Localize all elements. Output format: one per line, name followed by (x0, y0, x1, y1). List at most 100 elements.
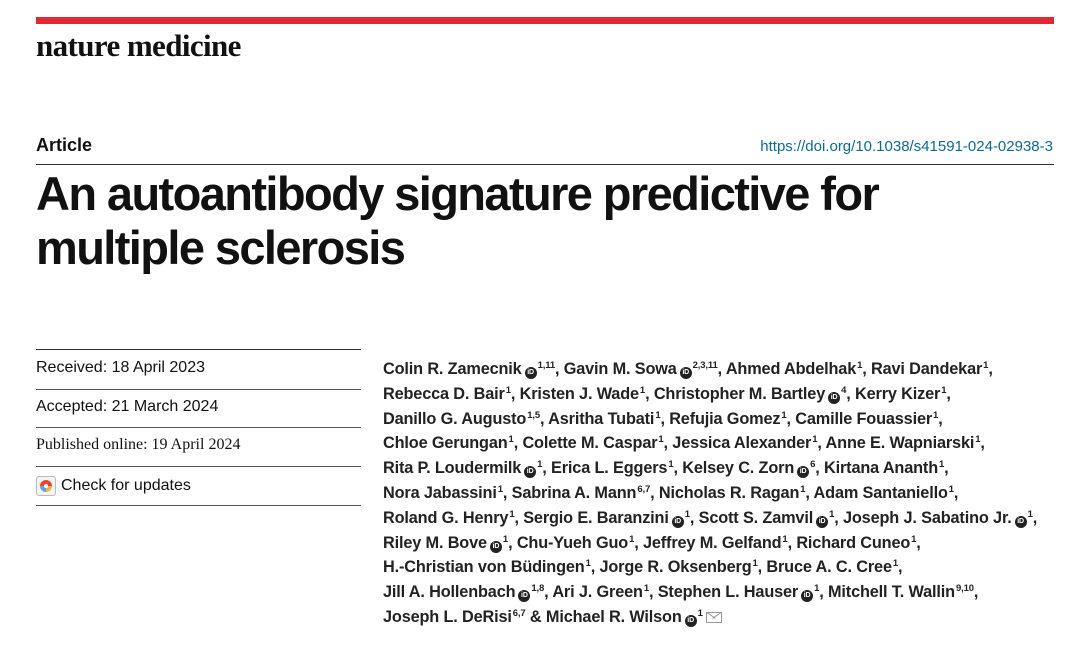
author[interactable]: Asritha Tubati1, (548, 410, 665, 428)
author[interactable]: Danillo G. Augusto1,5, (383, 409, 545, 428)
author-name[interactable]: Kristen J. Wade (519, 384, 639, 403)
author-name[interactable]: Bruce A. C. Cree (766, 558, 892, 577)
author[interactable]: Joseph L. DeRisi6,7 & (383, 608, 542, 626)
author-name[interactable]: Riley M. Bove (383, 533, 487, 552)
author-name[interactable]: Jeffrey M. Gelfand (642, 533, 782, 552)
author-name[interactable]: Chu-Yueh Guo (516, 533, 629, 552)
author-name[interactable]: Sabrina A. Mann (511, 483, 637, 502)
affiliation-superscript: 1 (585, 558, 591, 570)
affiliation-superscript: 1 (975, 434, 981, 446)
orcid-icon[interactable]: iD (684, 614, 697, 627)
author[interactable]: Ravi Dandekar1, (871, 360, 993, 378)
author-name[interactable]: Richard Cuneo (796, 533, 911, 552)
author[interactable]: Stephen L. Hauser iD1, (657, 583, 824, 603)
author[interactable]: Jessica Alexander1, (672, 434, 822, 453)
author[interactable]: Camille Fouassier1, (795, 410, 942, 428)
author-name[interactable]: Mitchell T. Wallin (828, 583, 955, 602)
author[interactable]: Jill A. Hollenbach iD1,8, (383, 583, 549, 603)
author[interactable]: Ari J. Green1, (552, 583, 653, 601)
author-name[interactable]: Joseph J. Sabatino Jr. (842, 508, 1012, 527)
author[interactable]: Roland G. Henry1, (383, 509, 519, 527)
author-name[interactable]: Christopher M. Bartley (653, 384, 826, 403)
author-name[interactable]: Ahmed Abdelhak (725, 360, 857, 378)
author[interactable]: Refujia Gomez1, (669, 410, 791, 428)
author[interactable]: Jeffrey M. Gelfand1, (643, 534, 792, 552)
author-name[interactable]: Kerry Kizer (855, 384, 941, 403)
author[interactable]: H.-Christian von Büdingen1, (383, 558, 595, 576)
author-name[interactable]: Rebecca D. Bair (383, 384, 505, 403)
author-name[interactable]: Camille Fouassier (795, 409, 933, 428)
author[interactable]: Rita P. Loudermilk iD1, (383, 459, 547, 479)
author[interactable]: Colin R. Zamecnik iD1,11, (383, 360, 560, 379)
journal-name[interactable]: nature medicine (36, 28, 241, 63)
author[interactable]: Chu-Yueh Guo1, (517, 534, 639, 552)
author-name[interactable]: Asritha Tubati (548, 409, 655, 428)
author[interactable]: Sergio E. Baranzini iD1, (523, 508, 694, 528)
author-name[interactable]: Gavin M. Sowa (563, 360, 677, 378)
author[interactable]: Michael R. Wilson iD1 (545, 607, 722, 627)
author-name[interactable]: Kirtana Ananth (824, 459, 938, 478)
author-name[interactable]: Roland G. Henry (383, 508, 509, 527)
orcid-icon[interactable]: iD (828, 391, 841, 404)
author[interactable]: Anne E. Wapniarski1, (826, 434, 985, 452)
author[interactable]: Mitchell T. Wallin9,10, (828, 583, 978, 601)
author[interactable]: Chloe Gerungan1, (383, 434, 518, 452)
author-name[interactable]: Danillo G. Augusto (383, 409, 527, 428)
author[interactable]: Kerry Kizer1, (855, 385, 951, 403)
author[interactable]: Riley M. Bove iD1, (383, 533, 513, 553)
author[interactable]: Kelsey C. Zorn iD6, (682, 459, 820, 479)
orcid-icon[interactable]: iD (518, 590, 531, 603)
author[interactable]: Nicholas R. Ragan1, (659, 484, 810, 502)
author-name[interactable]: H.-Christian von Büdingen (383, 558, 585, 577)
author[interactable]: Richard Cuneo1, (796, 533, 921, 552)
author[interactable]: Scott S. Zamvil iD1, (698, 508, 839, 528)
author[interactable]: Jorge R. Oksenberg1, (599, 558, 762, 576)
author-name[interactable]: Colin R. Zamecnik (383, 360, 522, 378)
author-name[interactable]: Michael R. Wilson (545, 607, 682, 626)
author[interactable]: Kirtana Ananth1, (824, 459, 949, 477)
orcid-icon[interactable]: iD (816, 515, 829, 528)
orcid-icon[interactable]: iD (524, 367, 537, 379)
doi-link[interactable]: https://doi.org/10.1038/s41591-024-02938… (760, 138, 1053, 155)
author-name[interactable]: Sergio E. Baranzini (523, 508, 669, 527)
author-name[interactable]: Refujia Gomez (669, 409, 781, 428)
author[interactable]: Ahmed Abdelhak1, (726, 360, 867, 378)
author[interactable]: Joseph J. Sabatino Jr. iD1, (842, 508, 1037, 528)
author-name[interactable]: Jill A. Hollenbach (383, 583, 516, 602)
author[interactable]: Bruce A. C. Cree1, (766, 558, 902, 576)
author[interactable]: Christopher M. Bartley iD4, (653, 384, 851, 404)
author-name[interactable]: Colette M. Caspar (522, 434, 658, 453)
orcid-icon[interactable]: iD (524, 466, 537, 479)
author-name[interactable]: Jessica Alexander (672, 434, 812, 453)
orcid-icon[interactable]: iD (671, 515, 684, 528)
author[interactable]: Kristen J. Wade1, (520, 385, 650, 403)
orcid-icon[interactable]: iD (489, 540, 502, 553)
author[interactable]: Nora Jabassini1, (383, 484, 507, 502)
orcid-icon[interactable]: iD (797, 466, 810, 479)
author-name[interactable]: Jorge R. Oksenberg (599, 558, 752, 577)
author-name[interactable]: Ari J. Green (552, 583, 643, 602)
orcid-icon[interactable]: iD (679, 367, 692, 379)
author-name[interactable]: Kelsey C. Zorn (682, 459, 795, 478)
author-name[interactable]: Rita P. Loudermilk (383, 459, 522, 478)
author-name[interactable]: Chloe Gerungan (383, 434, 508, 453)
author-name[interactable]: Erica L. Eggers (551, 459, 668, 478)
author[interactable]: Erica L. Eggers1, (551, 459, 678, 477)
check-for-updates-button[interactable]: Check for updates (36, 476, 361, 496)
author-name[interactable]: Joseph L. DeRisi (383, 607, 512, 626)
author[interactable]: Sabrina A. Mann6,7, (512, 484, 655, 502)
author[interactable]: Rebecca D. Bair1, (383, 385, 515, 403)
author[interactable]: Adam Santaniello1, (814, 484, 959, 502)
orcid-icon[interactable]: iD (1014, 515, 1027, 528)
author-name[interactable]: Scott S. Zamvil (698, 508, 814, 527)
author-name[interactable]: Stephen L. Hauser (657, 583, 799, 602)
author-name[interactable]: Nicholas R. Ragan (658, 483, 800, 502)
author-name[interactable]: Nora Jabassini (383, 483, 497, 502)
orcid-icon[interactable]: iD (801, 590, 814, 603)
email-icon[interactable] (705, 611, 722, 623)
author-name[interactable]: Anne E. Wapniarski (825, 434, 975, 453)
author[interactable]: Colette M. Caspar1, (522, 434, 668, 453)
author-name[interactable]: Adam Santaniello (813, 483, 948, 502)
author-name[interactable]: Ravi Dandekar (871, 360, 983, 378)
author[interactable]: Gavin M. Sowa iD2,3,11, (563, 360, 722, 379)
